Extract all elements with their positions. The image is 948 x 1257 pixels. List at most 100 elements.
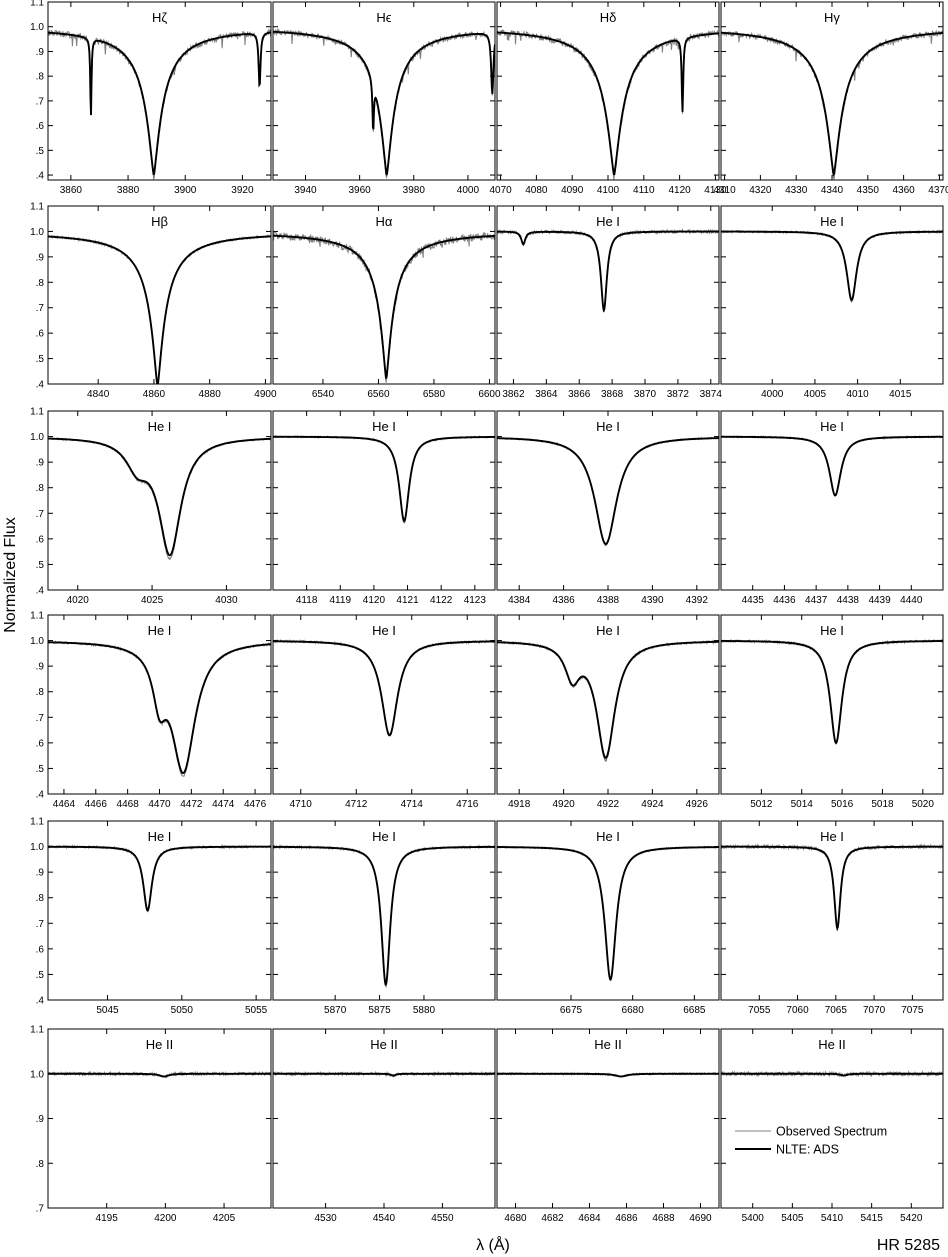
observed-spectrum-line [497,29,719,180]
x-tick-label: 4476 [244,799,267,810]
x-tick-label: 4682 [541,1213,564,1224]
x-tick-label: 3960 [349,185,372,196]
spectrum-panel: 5012 5014 5016 5018 5020 He I [720,614,944,810]
x-tick-label: 4070 [489,185,512,196]
spectrum-panel: 4840 4860 4880 4900 .4 .5 .6 .7 .8 .9 1.0 1.1 Hβ [30,202,277,401]
x-tick-label: 6680 [622,1005,645,1016]
y-tick-label: .7 [36,303,45,314]
x-tick-label: 4464 [53,799,76,810]
x-tick-label: 7075 [901,1005,924,1016]
panel-frame [47,205,272,385]
y-tick-label: .4 [36,380,45,391]
x-tick-label: 4195 [96,1213,119,1224]
x-tick-label: 5875 [368,1005,391,1016]
panel-title: He II [370,1037,397,1052]
y-tick-label: .9 [36,252,45,263]
x-tick-label: 4924 [641,799,664,810]
y-tick-label: .8 [36,483,45,494]
x-tick-label: 4120 [363,595,386,606]
x-tick-label: 5016 [831,799,854,810]
x-tick-label: 3860 [60,185,83,196]
model-spectrum-line [721,435,943,497]
panel-frame [496,1,720,181]
panel-frame [720,820,944,1001]
observed-spectrum-line [48,436,271,560]
x-tick-label: 3870 [634,389,657,400]
x-tick-label: 4130 [704,185,727,196]
x-tick-label: 4015 [889,389,912,400]
x-tick-label: 4438 [837,595,860,606]
x-tick-label: 4025 [141,595,164,606]
x-tick-label: 5050 [171,1005,194,1016]
y-tick-label: .4 [36,586,45,597]
x-tick-label: 4530 [314,1213,337,1224]
x-tick-label: 4121 [396,595,419,606]
x-tick-label: 4119 [330,595,352,606]
model-spectrum-line [273,1072,495,1077]
model-spectrum-line [273,30,495,176]
spectrum-panel: 4195 4200 4205 .7 .8 .9 1.0 1.1 He II [30,1025,272,1224]
y-tick-label: 1.0 [30,1069,44,1080]
x-tick-label: 5415 [861,1213,884,1224]
model-spectrum-line [48,31,271,175]
x-tick-label: 4020 [67,595,90,606]
x-tick-label: 4030 [215,595,238,606]
x-tick-label: 3980 [403,185,426,196]
panel-frame [272,205,496,385]
model-spectrum-line [721,230,943,302]
y-tick-label: .5 [36,560,45,571]
x-tick-label: 3874 [700,389,723,400]
spectrum-panel: 4000 4005 4010 4015 He I [720,205,944,400]
x-tick-label: 4010 [846,389,869,400]
observed-spectrum-line [721,638,943,745]
x-tick-label: 4320 [749,185,772,196]
x-tick-label: 4392 [686,595,709,606]
panel-title: He I [148,419,172,434]
x-tick-label: 4340 [821,185,844,196]
y-tick-label: 1.1 [30,611,44,622]
panel-grid: 3860 3880 3900 3920 .4 .5 .6 .7 .8 .9 1.0 1.1 Hζ 3940… [30,0,948,1224]
model-spectrum-line [497,230,719,313]
panel-title: He II [818,1037,845,1052]
y-tick-label: .6 [36,534,45,545]
x-tick-label: 4080 [525,185,548,196]
panel-frame [47,1028,272,1209]
y-tick-label: .8 [36,278,45,289]
panel-title: Hζ [152,10,167,25]
y-tick-label: 1.1 [30,1025,44,1036]
panel-title: He I [596,623,620,638]
panel-frame [720,205,944,385]
y-tick-label: .7 [36,96,45,107]
panel-title: He I [372,419,396,434]
panel-title: He I [820,829,844,844]
y-tick-label: .7 [36,509,45,520]
panel-frame [47,410,272,591]
x-tick-label: 4000 [761,389,784,400]
panel-frame [272,1,496,181]
panel-frame [47,1,272,181]
panel-frame [272,1028,496,1209]
model-spectrum-line [497,640,719,759]
model-spectrum-line [721,1072,943,1077]
observed-spectrum-line [497,639,719,763]
y-axis-label: Normalized Flux [2,517,19,633]
y-tick-label: .4 [36,790,45,801]
x-tick-label: 4110 [633,185,655,196]
y-tick-label: 1.1 [30,0,44,9]
panel-frame [47,614,272,795]
y-tick-label: .5 [36,970,45,981]
spectrum-panel: 4918 4920 4922 4924 4926 He I [496,614,720,810]
x-tick-label: 7070 [863,1005,886,1016]
panel-frame [720,410,944,591]
x-tick-label: 3940 [294,185,317,196]
panel-title: He II [594,1037,621,1052]
y-tick-label: .8 [36,893,45,904]
spectrum-panel: 6540 6560 6580 6600 Hα [272,205,501,400]
x-tick-label: 4386 [552,595,575,606]
x-tick-label: 5420 [900,1213,923,1224]
x-tick-label: 4472 [180,799,203,810]
x-tick-label: 4716 [456,799,479,810]
x-tick-label: 4388 [597,595,620,606]
panel-title: He I [596,829,620,844]
panel-frame [272,820,496,1001]
